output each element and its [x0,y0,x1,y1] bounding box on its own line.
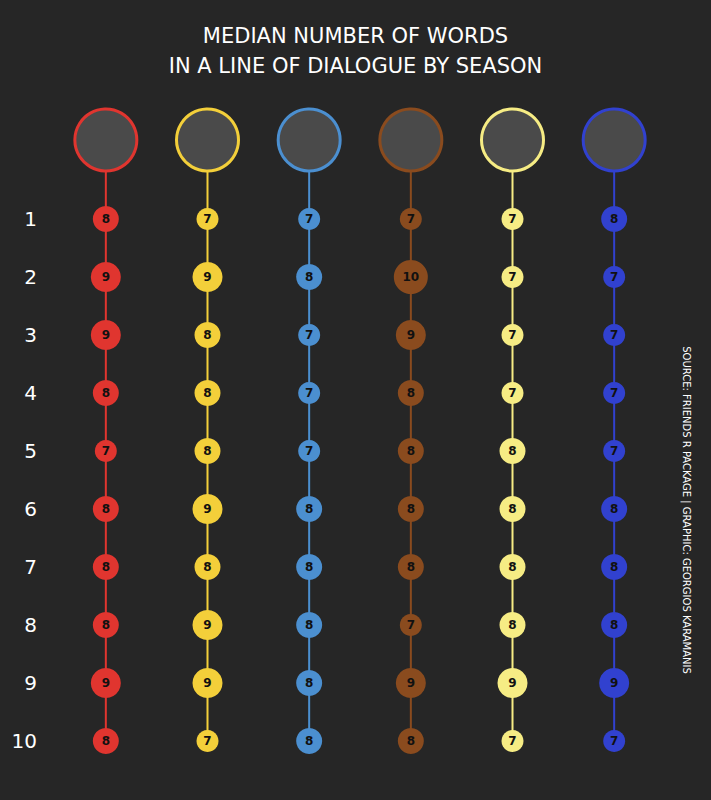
svg-text:8: 8 [610,212,618,226]
svg-text:8: 8 [203,328,211,342]
svg-text:6: 6 [24,497,37,521]
svg-text:8: 8 [610,560,618,574]
svg-text:1: 1 [24,207,37,231]
svg-text:MEDIAN NUMBER OF WORDS: MEDIAN NUMBER OF WORDS [203,24,508,48]
svg-text:8: 8 [102,618,110,632]
svg-text:8: 8 [407,386,415,400]
svg-text:9: 9 [610,676,618,690]
svg-text:7: 7 [407,212,415,226]
svg-text:8: 8 [407,734,415,748]
svg-text:8: 8 [508,560,516,574]
svg-text:3: 3 [24,323,37,347]
svg-text:9: 9 [102,328,110,342]
svg-text:8: 8 [305,676,313,690]
svg-text:8: 8 [407,444,415,458]
svg-text:10: 10 [402,270,419,284]
svg-text:SOURCE: FRIENDS R PACKAGE | GR: SOURCE: FRIENDS R PACKAGE | GRAPHIC: GEO… [680,346,692,674]
svg-text:8: 8 [24,613,37,637]
svg-text:9: 9 [24,671,37,695]
svg-text:8: 8 [508,444,516,458]
svg-text:7: 7 [508,270,516,284]
svg-text:9: 9 [203,618,211,632]
svg-text:7: 7 [305,444,313,458]
svg-text:9: 9 [508,676,516,690]
svg-text:5: 5 [24,439,37,463]
svg-text:7: 7 [508,386,516,400]
svg-text:4: 4 [24,381,37,405]
svg-text:8: 8 [102,212,110,226]
svg-text:7: 7 [305,386,313,400]
svg-text:7: 7 [24,555,37,579]
svg-text:8: 8 [508,502,516,516]
svg-text:7: 7 [610,444,618,458]
svg-text:7: 7 [203,734,211,748]
svg-text:8: 8 [305,618,313,632]
svg-text:8: 8 [610,618,618,632]
svg-text:7: 7 [508,328,516,342]
svg-text:7: 7 [102,444,110,458]
svg-text:8: 8 [305,734,313,748]
svg-text:8: 8 [102,386,110,400]
svg-text:9: 9 [102,676,110,690]
svg-text:9: 9 [203,502,211,516]
svg-text:8: 8 [203,444,211,458]
svg-text:8: 8 [102,560,110,574]
svg-text:8: 8 [305,560,313,574]
svg-text:7: 7 [610,270,618,284]
svg-text:7: 7 [305,328,313,342]
svg-text:8: 8 [508,618,516,632]
svg-text:7: 7 [610,386,618,400]
svg-text:7: 7 [407,618,415,632]
svg-text:7: 7 [305,212,313,226]
svg-text:8: 8 [203,386,211,400]
svg-text:7: 7 [610,328,618,342]
svg-text:9: 9 [407,328,415,342]
svg-text:9: 9 [407,676,415,690]
svg-text:2: 2 [24,265,37,289]
svg-text:8: 8 [407,560,415,574]
svg-text:10: 10 [12,729,37,753]
svg-text:8: 8 [305,502,313,516]
svg-text:7: 7 [610,734,618,748]
svg-text:7: 7 [203,212,211,226]
svg-text:8: 8 [102,734,110,748]
svg-text:8: 8 [203,560,211,574]
svg-text:8: 8 [610,502,618,516]
svg-text:9: 9 [102,270,110,284]
svg-text:8: 8 [102,502,110,516]
svg-text:IN A LINE OF DIALOGUE BY SEASO: IN A LINE OF DIALOGUE BY SEASON [169,54,543,78]
svg-text:9: 9 [203,676,211,690]
svg-text:8: 8 [407,502,415,516]
svg-text:7: 7 [508,212,516,226]
svg-text:7: 7 [508,734,516,748]
svg-text:8: 8 [305,270,313,284]
svg-text:9: 9 [203,270,211,284]
